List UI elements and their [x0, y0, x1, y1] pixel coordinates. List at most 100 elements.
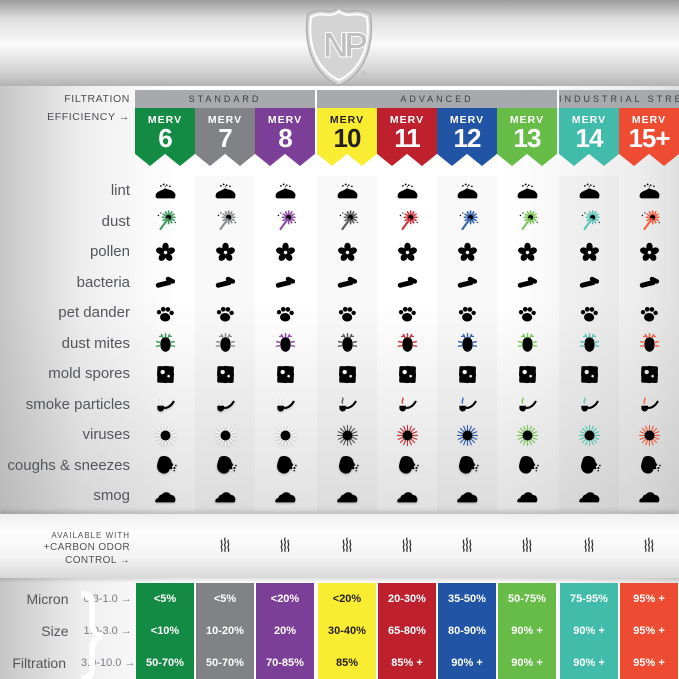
micron-value: 95% + [633, 625, 665, 637]
steam-icon [559, 517, 619, 575]
merv-banner-11: MERV 11 [377, 108, 437, 166]
row-label-viruses: viruses [82, 426, 130, 443]
pollen-icon [497, 237, 557, 268]
mold-icon [195, 359, 255, 390]
dust-icon [559, 207, 619, 238]
paw-icon [619, 298, 679, 329]
dust-icon [377, 207, 437, 238]
pipe-icon [497, 390, 557, 421]
virus-icon [437, 420, 497, 451]
micron-value: 20% [273, 625, 297, 637]
micron-value: 30-40% [328, 625, 366, 637]
dust-icon [135, 207, 195, 238]
micron-value: <20% [332, 593, 362, 605]
pollen-icon [437, 237, 497, 268]
icon-column-merv-7 [195, 176, 255, 512]
carbon-odor-label-line2: +CARBON ODOR CONTROL → [43, 542, 130, 566]
merv-word: MERV [389, 114, 425, 126]
bacteria-icon [619, 268, 679, 299]
merv-word: MERV [207, 114, 243, 126]
paw-icon [377, 298, 437, 329]
merv-banner-15+: MERV 15+ [619, 108, 679, 166]
bacteria-icon [135, 268, 195, 299]
micron-efficiency-table: <5% <10% 50-70% <5% 10-20% 50-70% <20% 20% 70-85… [135, 583, 679, 679]
dust-icon [195, 207, 255, 238]
smog-icon-ghost [377, 481, 437, 512]
bacteria-icon [559, 268, 619, 299]
lint-icon [377, 176, 437, 207]
virus-icon-ghost [255, 420, 315, 451]
lint-icon [317, 176, 377, 207]
paw-icon [135, 298, 195, 329]
lint-icon [437, 176, 497, 207]
lint-icon [497, 176, 557, 207]
icon-column-merv-8 [255, 176, 315, 512]
lint-icon [195, 176, 255, 207]
steam-icon [195, 517, 255, 575]
micron-value: 35-50% [448, 593, 486, 605]
mite-icon [437, 329, 497, 360]
micron-value: 75-95% [570, 593, 608, 605]
virus-icon [619, 420, 679, 451]
merv-word: MERV [329, 114, 365, 126]
micron-value: 50-75% [508, 593, 546, 605]
group-band-industrial-strength: INDUSTRIAL STRENGTH [559, 90, 679, 108]
micron-header-row: Size 1.0-3.0 → [0, 615, 133, 647]
dust-icon [619, 207, 679, 238]
merv-banner-12: MERV 12 [437, 108, 497, 166]
micron-value: <5% [213, 593, 237, 605]
smog-icon-ghost [135, 481, 195, 512]
bacteria-icon [377, 268, 437, 299]
cough-icon-ghost [437, 451, 497, 482]
mite-icon [255, 329, 315, 360]
paw-icon [255, 298, 315, 329]
merv-number: 11 [394, 123, 421, 153]
micron-header-row: Micron 0.3-1.0 → [0, 583, 133, 615]
dust-icon [497, 207, 557, 238]
smog-icon [559, 481, 619, 512]
lint-icon [255, 176, 315, 207]
merv-banners-row: MERV 6 MERV 7 MERV 8 MERV 10 MERV 11 MERV 12 MERV 13 M… [135, 108, 679, 166]
mite-icon [195, 329, 255, 360]
cough-icon [619, 451, 679, 482]
row-label-bacteria: bacteria [76, 273, 130, 291]
micron-value: 95% + [633, 593, 665, 605]
merv-banner-10: MERV 10 [317, 108, 377, 166]
smog-icon-ghost [195, 481, 255, 512]
micron-header-label: Filtration [12, 655, 66, 671]
row-label-pollen: pollen [89, 243, 130, 260]
lint-icon [559, 176, 619, 207]
bacteria-icon [317, 268, 377, 299]
pipe-icon [317, 390, 377, 421]
bacteria-icon [195, 268, 255, 299]
steam-icon [317, 517, 377, 575]
row-label-smog: smog [93, 487, 130, 504]
micron-column-merv-8: <20% 20% 70-85% [255, 583, 315, 679]
steam-icon [437, 517, 497, 575]
micron-value: 70-85% [266, 657, 304, 669]
micron-column-merv-13: 50-75% 90% + 90% + [497, 583, 557, 679]
merv-banner-8: MERV 8 [255, 108, 315, 166]
merv-number: 8 [278, 123, 292, 153]
row-label-lint: lint [110, 182, 130, 199]
micron-column-merv-12: 35-50% 80-90% 90% + [437, 583, 497, 679]
micron-table-headers: } Micron 0.3-1.0 → Size 1.0-3.0 → Filtration… [0, 577, 136, 679]
cough-icon-ghost [255, 451, 315, 482]
pollen-icon [559, 237, 619, 268]
pipe-icon [559, 390, 619, 421]
micron-range: 1.0-3.0 → [83, 625, 132, 637]
bacteria-icon [255, 268, 315, 299]
mite-icon [135, 329, 195, 360]
cough-icon-ghost [135, 451, 195, 482]
pipe-icon [619, 390, 679, 421]
paw-icon [559, 298, 619, 329]
pipe-icon-ghost [195, 390, 255, 421]
carbon-odor-cells [135, 517, 679, 575]
paw-icon [437, 298, 497, 329]
row-label-coughs-sneezes: coughs & sneezes [7, 456, 130, 474]
pollen-icon [195, 237, 255, 268]
mold-icon [317, 359, 377, 390]
row-label-dust: dust [101, 212, 130, 230]
micron-range: 3.0-10.0 → [81, 657, 136, 669]
